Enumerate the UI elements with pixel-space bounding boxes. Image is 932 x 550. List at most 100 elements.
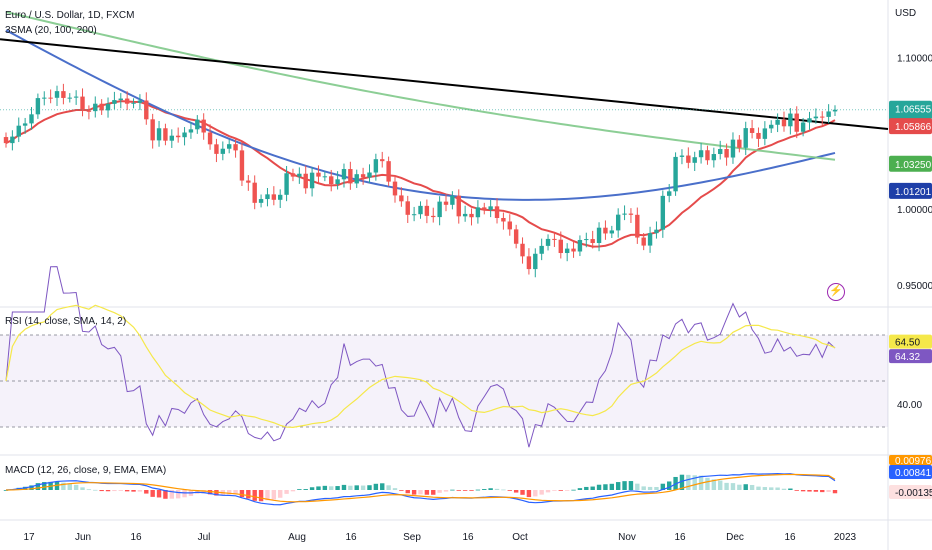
rsi-panel [0,266,888,448]
current-price-value: 1.06555 [895,105,932,116]
candle-body [443,201,449,205]
candle-body [182,132,187,138]
macd-histogram-bar [756,486,761,490]
candle-body [788,113,793,127]
candle-body [775,119,780,125]
macd-histogram-bar [539,490,544,495]
rsi-legend[interactable]: RSI (14, close, SMA, 14, 2) [5,316,127,327]
macd-histogram-bar [341,484,347,490]
macd-histogram-bar [297,489,302,490]
macd-histogram-bar [762,487,768,490]
macd-histogram-bar [513,490,519,493]
macd-histogram-bar [201,490,206,494]
sma100-line [5,29,836,201]
macd-histogram-bar [641,486,646,490]
macd-histogram-bar [265,490,270,501]
macd-histogram-bar [424,490,430,495]
candle-body [348,169,353,184]
macd-histogram-bar [29,485,34,490]
macd-histogram-bar [686,474,691,490]
candle-body [392,181,398,196]
macd-histogram-bar [718,480,723,490]
x-axis-label: Jul [198,532,211,543]
macd-histogram-bar [214,490,219,496]
candles [3,83,838,278]
candle-body [820,116,825,118]
candle-body [271,194,277,200]
sma200-line [5,11,836,161]
macd-histogram-bar [182,490,187,498]
candle-body [335,179,340,185]
macd-histogram-bar [93,489,98,491]
candle-body [552,238,557,240]
lightning-icon[interactable]: ⚡ [827,283,845,301]
candle-body [469,213,474,218]
candle-body [22,123,28,126]
macd-histogram-bar [144,490,149,494]
macd-tag: 0.00841 [895,468,932,479]
macd-histogram-bar [309,487,315,490]
macd-histogram-bar [615,482,621,490]
candle-body [832,109,838,112]
candle-body [692,157,697,163]
candle-body [201,119,206,133]
macd-histogram-bar [284,490,289,494]
candle-body [373,159,379,173]
candle-body [360,174,366,178]
candle-body [673,156,678,192]
candle-body [214,144,219,154]
macd-histogram-bar [418,490,423,495]
macd-histogram-bar [577,488,583,490]
candle-body [564,248,570,254]
macd-signal-tag-bg [889,455,932,465]
chart-title: Euro / U.S. Dollar, 1D, FXCM [5,10,135,21]
candle-body [475,207,481,218]
macd-histogram-bar [112,490,117,492]
candle-body [144,100,149,120]
sma100-tag: 1.01201 [895,187,932,198]
macd-hist-tag-bg [889,485,932,499]
candle-body [124,98,130,104]
macd-histogram-bar [169,490,174,499]
macd-histogram-bar [584,486,589,490]
macd-histogram-bar [820,490,825,493]
candle-body [494,206,500,218]
candle-body [615,214,621,231]
candle-body [705,150,710,161]
candle-body [584,239,589,241]
candle-body [67,97,72,99]
macd-histogram-bar [596,484,602,490]
macd-histogram-bar [373,483,379,490]
macd-histogram-bar [482,489,487,490]
macd-histogram-bar [705,477,710,490]
candle-body [577,239,583,252]
macd-histogram-bar [124,490,130,492]
candle-body [265,194,270,200]
rsi-line [5,266,836,448]
macd-histogram-bar [80,487,85,490]
macd-histogram-bar [781,488,787,490]
candle-body [163,128,168,141]
candle-body [724,149,729,158]
candle-body [54,91,60,98]
macd-histogram-bar [647,486,653,490]
x-axis-label: Aug [288,532,306,543]
candle-body [647,233,653,246]
macd-histogram-bar [564,490,570,491]
candle-body [698,150,704,158]
candle-body [188,129,194,133]
trendline [0,38,889,131]
macd-histogram-bar [329,486,334,490]
macd-legend[interactable]: MACD (12, 26, close, 9, EMA, EMA) [5,465,167,476]
macd-histogram-bar [322,485,328,490]
candle-body [769,124,774,129]
macd-histogram-bar [99,490,104,492]
macd-histogram-bar [399,490,404,491]
candle-body [756,132,761,139]
candle-body [813,116,819,119]
candle-body [679,155,685,157]
candle-body [654,229,659,234]
macd-histogram-bar [61,482,66,490]
indicator-legend[interactable]: 3SMA (20, 100, 200) [5,25,97,36]
